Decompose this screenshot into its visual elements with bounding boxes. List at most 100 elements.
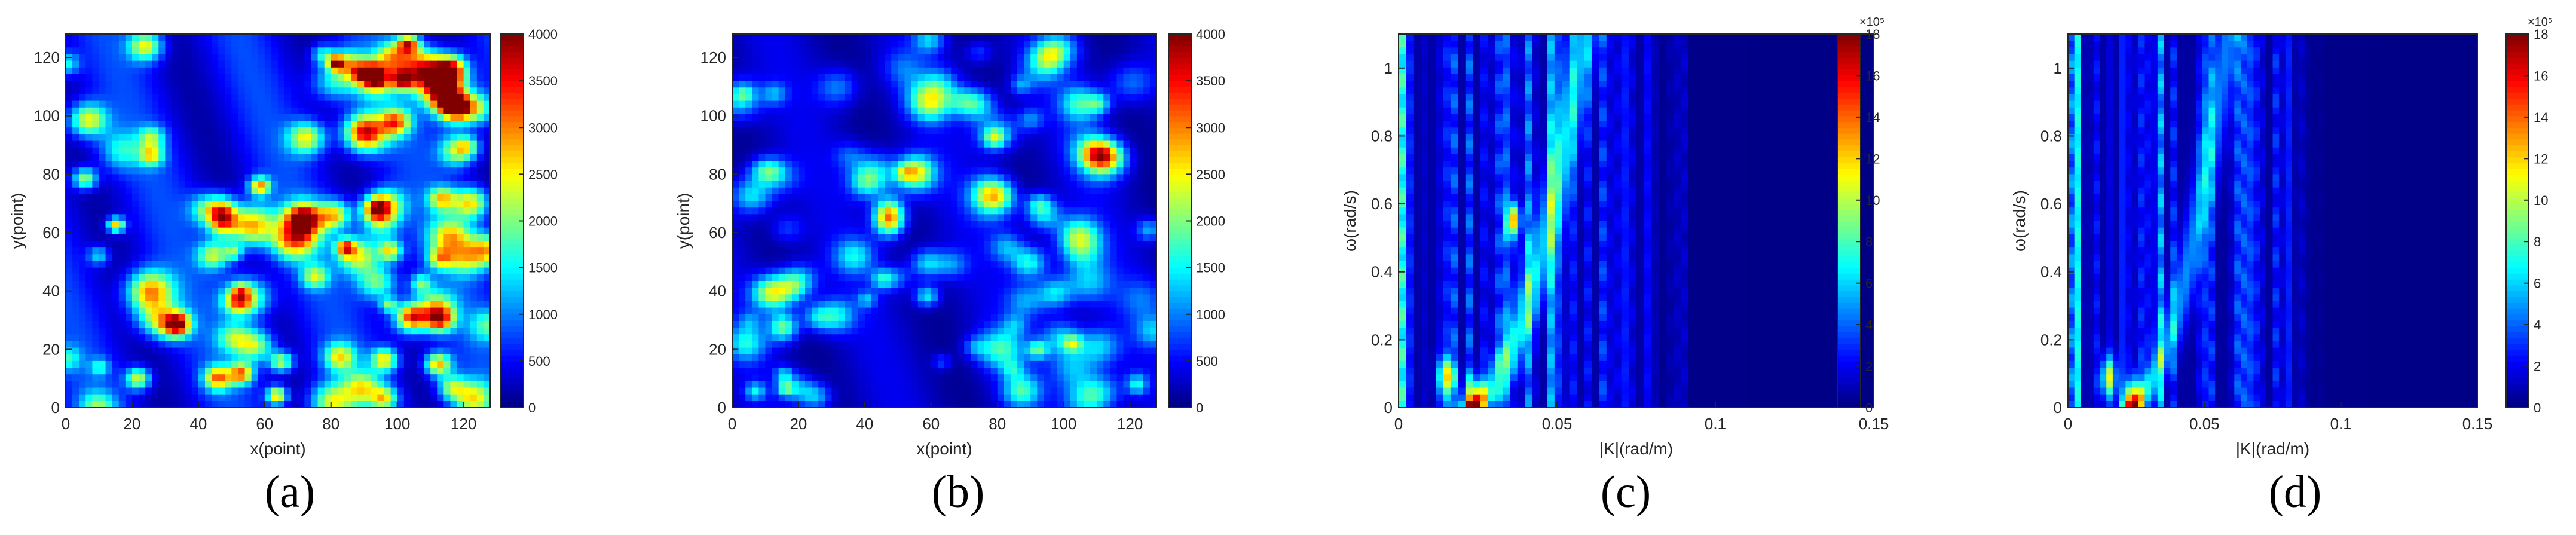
heatmap-cell [337,261,345,268]
heatmap-cell [397,254,405,262]
heatmap-cell [185,240,192,248]
heatmap-cell [118,34,126,41]
heatmap-cell [212,354,219,362]
heatmap-cell [331,307,338,315]
heatmap-cell [957,147,965,155]
heatmap-cell [311,261,319,268]
heatmap-cell [264,167,272,175]
heatmap-cell [99,294,106,302]
heatmap-cell [371,307,378,315]
heatmap-cell [1103,34,1110,41]
heatmap-cell [66,307,73,315]
heatmap-cell [450,41,458,48]
heatmap-cell [79,81,86,88]
heatmap-cell [105,354,113,362]
heatmap-cell [410,368,418,375]
heatmap-cell [878,127,885,135]
heatmap-cell [778,134,786,142]
heatmap-cell [324,161,332,168]
heatmap-cell [158,221,166,228]
heatmap-cell [304,47,312,55]
heatmap-cell [1050,67,1058,75]
heatmap-cell [937,60,945,68]
heatmap-cell [178,387,186,395]
heatmap-cell [457,140,464,148]
heatmap-cell [410,67,418,75]
heatmap-cell [371,334,378,341]
heatmap-cell [1070,134,1078,142]
heatmap-cell [105,360,113,368]
heatmap-cell [105,127,113,135]
colorbar-step [501,308,524,315]
heatmap-cell [476,381,484,389]
heatmap-cell [298,274,305,282]
heatmap-cell [251,187,259,195]
heatmap-cell [225,247,232,255]
heatmap-cell [364,360,371,368]
heatmap-cell [371,194,378,201]
heatmap-cell [251,280,259,288]
heatmap-cell [311,201,319,208]
heatmap-cell [977,47,985,55]
heatmap-cell [258,87,265,95]
heatmap-cell [218,161,225,168]
heatmap-cell [258,100,265,108]
heatmap-cell [152,74,159,81]
heatmap-cell [172,387,179,395]
heatmap-cell [264,81,272,88]
heatmap-cell [198,387,206,395]
heatmap-cell [185,134,192,142]
heatmap-cell [344,134,351,142]
heatmap-cell [112,320,120,328]
heatmap-cell [185,274,192,282]
heatmap-cell [317,47,325,55]
heatmap-cell [118,301,126,308]
heatmap-cell [264,254,272,262]
heatmap-cell [457,134,464,142]
heatmap-cell [397,194,405,201]
heatmap-cell [278,368,285,375]
heatmap-cell [424,147,431,155]
heatmap-cell [105,187,113,195]
heatmap-cell [785,100,793,108]
heatmap-cell [831,47,839,55]
heatmap-cell [778,47,786,55]
heatmap-cell [158,234,166,241]
heatmap-cell [984,94,992,102]
heatmap-cell [984,114,992,121]
heatmap-cell [72,201,79,208]
heatmap-cell [139,207,146,215]
heatmap-cell [72,67,79,75]
heatmap-cell [1123,74,1131,81]
heatmap-cell [311,81,319,88]
heatmap-cell [212,280,219,288]
heatmap-cell [178,381,186,389]
heatmap-cell [118,381,126,389]
heatmap-cell [198,247,206,255]
heatmap-cell [198,368,206,375]
heatmap-cell [1097,41,1104,48]
heatmap-cell [284,134,292,142]
heatmap-cell [165,261,173,268]
heatmap-cell [732,94,739,102]
heatmap-cell [139,394,146,402]
heatmap-cell [145,147,152,155]
heatmap-cell [99,100,106,108]
heatmap-cell [971,107,978,115]
heatmap-cell [403,201,411,208]
heatmap-cell [424,354,431,362]
heatmap-cell [344,201,351,208]
heatmap-cell [437,94,444,102]
heatmap-cell [377,140,385,148]
heatmap-cell [357,294,365,302]
heatmap-cell [410,401,418,408]
heatmap-cell [397,234,405,241]
colorbar-step [501,34,524,41]
heatmap-cell [410,381,418,389]
heatmap-cell [152,127,159,135]
heatmap-cell [337,307,345,315]
heatmap-cell [351,234,358,241]
heatmap-cell [218,387,225,395]
heatmap-cell [371,280,378,288]
heatmap-cell [158,187,166,195]
